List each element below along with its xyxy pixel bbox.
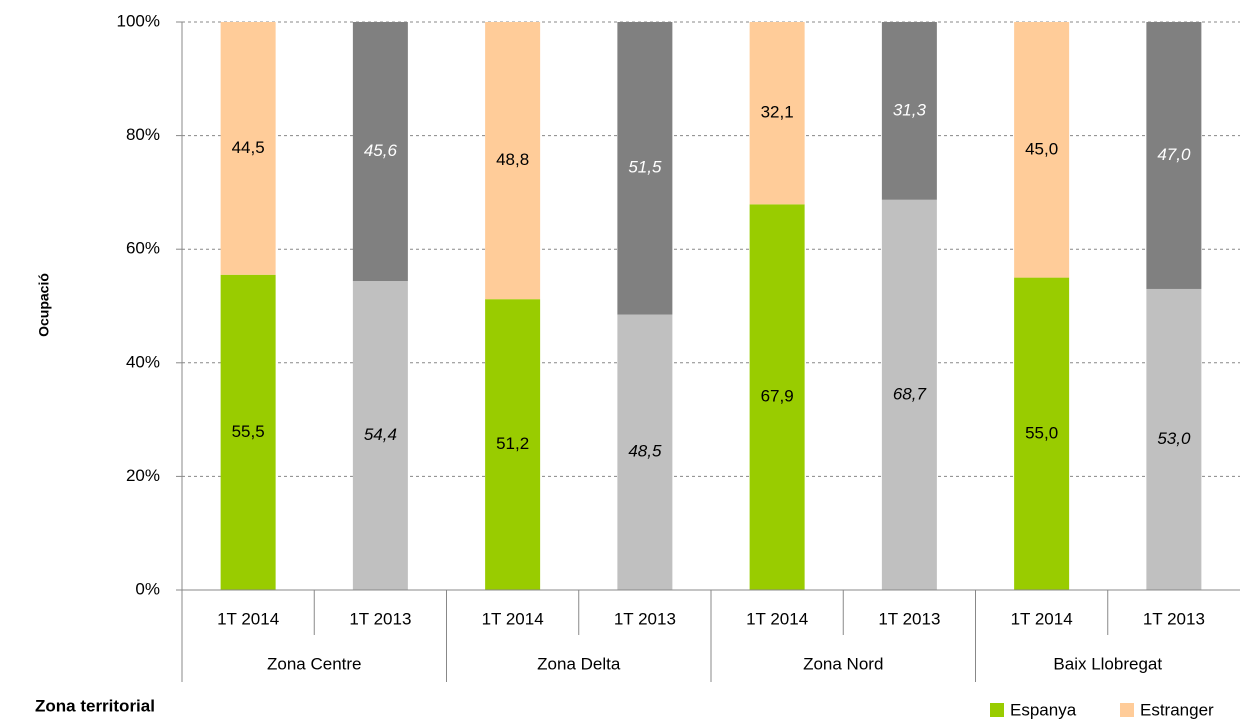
bar-segment — [485, 299, 541, 590]
bar-segment — [749, 22, 805, 205]
bar-segment — [1146, 288, 1202, 590]
bar-segment — [749, 204, 805, 590]
bar-segment — [485, 22, 541, 300]
group-label: Zona Delta — [537, 654, 621, 673]
y-tick-label: 0% — [135, 579, 160, 598]
data-label: 67,9 — [761, 387, 794, 406]
data-label: 51,2 — [496, 434, 529, 453]
data-label: 55,5 — [232, 422, 265, 441]
y-tick-label: 80% — [126, 125, 160, 144]
bar-segment — [881, 22, 937, 200]
data-label: 45,0 — [1025, 139, 1058, 158]
data-label: 51,5 — [628, 158, 662, 177]
x-tick-label: 1T 2013 — [878, 609, 940, 628]
bar-segment — [1014, 22, 1070, 278]
data-label: 45,6 — [364, 141, 398, 160]
x-tick-label: 1T 2013 — [349, 609, 411, 628]
bar-segment — [881, 199, 937, 590]
y-axis-label: Ocupació — [36, 273, 52, 337]
x-tick-label: 1T 2014 — [1011, 609, 1073, 628]
y-tick-label: 20% — [126, 466, 160, 485]
bar-segment — [617, 314, 673, 590]
group-label: Baix Llobregat — [1053, 654, 1162, 673]
legend-swatch — [1120, 703, 1134, 717]
data-label: 68,7 — [893, 384, 927, 403]
data-label: 31,3 — [893, 100, 927, 119]
data-label: 47,0 — [1157, 145, 1191, 164]
x-tick-label: 1T 2013 — [1143, 609, 1205, 628]
x-tick-label: 1T 2014 — [482, 609, 544, 628]
bar-segment — [220, 274, 276, 590]
group-label: Zona Centre — [267, 654, 362, 673]
group-label: Zona Nord — [803, 654, 883, 673]
bar-segment — [1014, 277, 1070, 590]
y-tick-label: 100% — [117, 11, 160, 30]
legend-swatch — [990, 703, 1004, 717]
bar-segment — [352, 22, 408, 282]
legend-label: Espanya — [1010, 700, 1077, 719]
x-axis-label: Zona territorial — [35, 696, 155, 715]
data-label: 55,0 — [1025, 423, 1058, 442]
y-tick-label: 40% — [126, 352, 160, 371]
x-tick-label: 1T 2014 — [217, 609, 279, 628]
data-label: 48,8 — [496, 150, 529, 169]
bar-segment — [1146, 22, 1202, 289]
bar-segment — [617, 22, 673, 315]
y-tick-label: 60% — [126, 239, 160, 258]
data-label: 54,4 — [364, 425, 397, 444]
data-label: 53,0 — [1157, 429, 1191, 448]
bar-segment — [352, 281, 408, 590]
x-tick-label: 1T 2014 — [746, 609, 808, 628]
legend-label: Estranger — [1140, 700, 1214, 719]
bar-segment — [220, 22, 276, 275]
data-label: 48,5 — [628, 442, 662, 461]
data-label: 32,1 — [761, 103, 794, 122]
x-tick-label: 1T 2013 — [614, 609, 676, 628]
data-label: 44,5 — [232, 138, 265, 157]
